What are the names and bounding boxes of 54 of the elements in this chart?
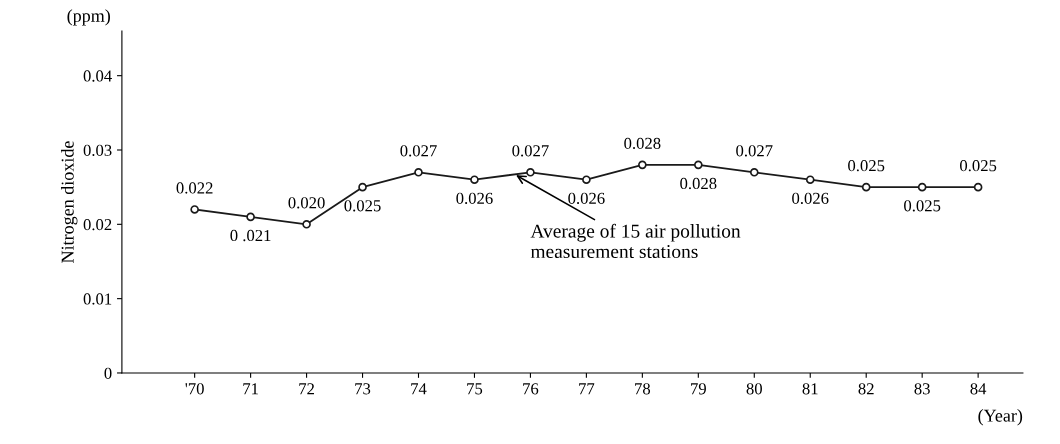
data-label: 0.022 <box>176 182 213 194</box>
point <box>470 175 479 185</box>
data-label: 0.027 <box>512 145 549 157</box>
data-label: 0.027 <box>400 145 437 157</box>
point <box>917 182 927 192</box>
y-tick-label: 0.01 <box>83 293 112 305</box>
point <box>582 175 591 185</box>
text: (ppm) <box>67 9 110 26</box>
data-label: 0.028 <box>680 177 717 190</box>
point <box>694 160 703 170</box>
x-axis-title: (Year) <box>978 409 1023 426</box>
point <box>973 182 983 192</box>
x-tick-label: 76 <box>523 383 539 395</box>
data-label: 0.026 <box>568 192 605 205</box>
point <box>414 167 423 177</box>
x-tick-label: 78 <box>635 383 651 395</box>
x-tick-label: 75 <box>467 383 483 395</box>
x-tick-label: 84 <box>970 383 987 395</box>
data-label: 0 .021 <box>230 229 271 242</box>
data-label: 0.028 <box>624 137 661 150</box>
y-axis-title: Nitrogen dioxide <box>61 141 78 263</box>
y-tick-label: 0.04 <box>83 70 112 82</box>
x-tick-label: 79 <box>691 383 706 395</box>
x-tick-label: 73 <box>355 383 371 395</box>
x-tick-label: 80 <box>746 383 762 395</box>
point <box>638 160 647 170</box>
data-label: 0.026 <box>792 192 829 205</box>
point <box>749 167 759 177</box>
y-tick-label: 0 <box>104 367 112 379</box>
data-label: 0.027 <box>736 145 773 157</box>
point <box>526 167 535 177</box>
annotation: Average of 15 air pollution measurement stations <box>530 223 741 259</box>
x-tick-label: 74 <box>411 383 427 395</box>
point <box>190 205 199 214</box>
x-tick-label: 82 <box>858 383 874 395</box>
y-tick-label: 0.02 <box>83 219 112 231</box>
y-tick-label: 0.03 <box>83 144 112 157</box>
x-tick-label: 81 <box>802 383 818 395</box>
x-tick-label: 72 <box>299 383 314 395</box>
point <box>861 182 871 192</box>
x-tick-label: 77 <box>579 383 595 395</box>
x-tick-label: 83 <box>914 383 930 395</box>
x-tick-label: 71 <box>243 383 258 395</box>
data-label: 0.020 <box>288 197 325 209</box>
point <box>805 175 815 185</box>
point <box>246 212 255 222</box>
x-tick-label: '70 <box>185 383 204 395</box>
data-label: 0.026 <box>456 192 493 205</box>
data-label: 0.025 <box>344 200 381 212</box>
data-label: 0.025 <box>960 160 997 172</box>
point <box>358 182 367 192</box>
point <box>302 220 311 229</box>
data-label: 0.025 <box>848 160 885 172</box>
data-label: 0.025 <box>904 200 941 212</box>
